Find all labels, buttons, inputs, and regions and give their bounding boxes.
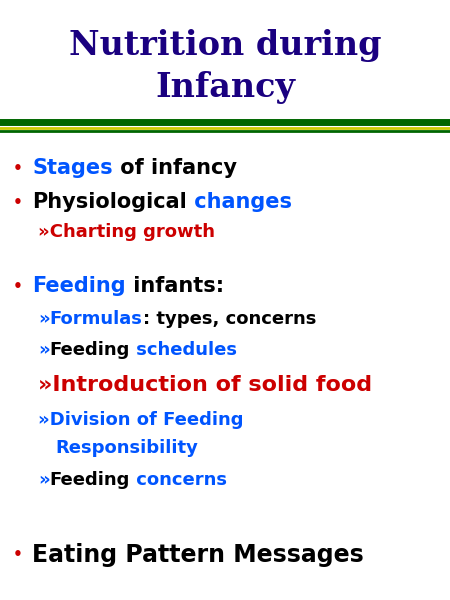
Text: Eating Pattern Messages: Eating Pattern Messages — [32, 543, 364, 567]
Text: •: • — [13, 547, 23, 563]
Text: Nutrition during: Nutrition during — [69, 28, 381, 61]
Text: Formulas: Formulas — [50, 310, 143, 328]
Text: of infancy: of infancy — [112, 158, 237, 178]
Text: »Charting growth: »Charting growth — [38, 223, 215, 241]
Text: »Division of Feeding: »Division of Feeding — [38, 411, 243, 429]
Text: infants:: infants: — [126, 276, 224, 296]
Text: Feeding: Feeding — [32, 276, 126, 296]
Text: •: • — [13, 278, 23, 293]
Text: »: » — [38, 471, 50, 489]
Text: •: • — [13, 194, 23, 209]
Text: •: • — [13, 160, 23, 175]
Text: Feeding: Feeding — [50, 341, 130, 359]
Text: Stages: Stages — [32, 158, 112, 178]
Text: Feeding: Feeding — [50, 471, 130, 489]
Text: Infancy: Infancy — [155, 71, 295, 104]
Text: »: » — [38, 341, 50, 359]
Text: »: » — [38, 310, 50, 328]
Text: schedules: schedules — [130, 341, 237, 359]
Text: Responsibility: Responsibility — [55, 439, 198, 457]
Text: : types, concerns: : types, concerns — [143, 310, 316, 328]
Text: changes: changes — [187, 192, 292, 212]
Text: Physiological: Physiological — [32, 192, 187, 212]
Text: »Introduction of solid food: »Introduction of solid food — [38, 375, 372, 395]
Text: concerns: concerns — [130, 471, 227, 489]
